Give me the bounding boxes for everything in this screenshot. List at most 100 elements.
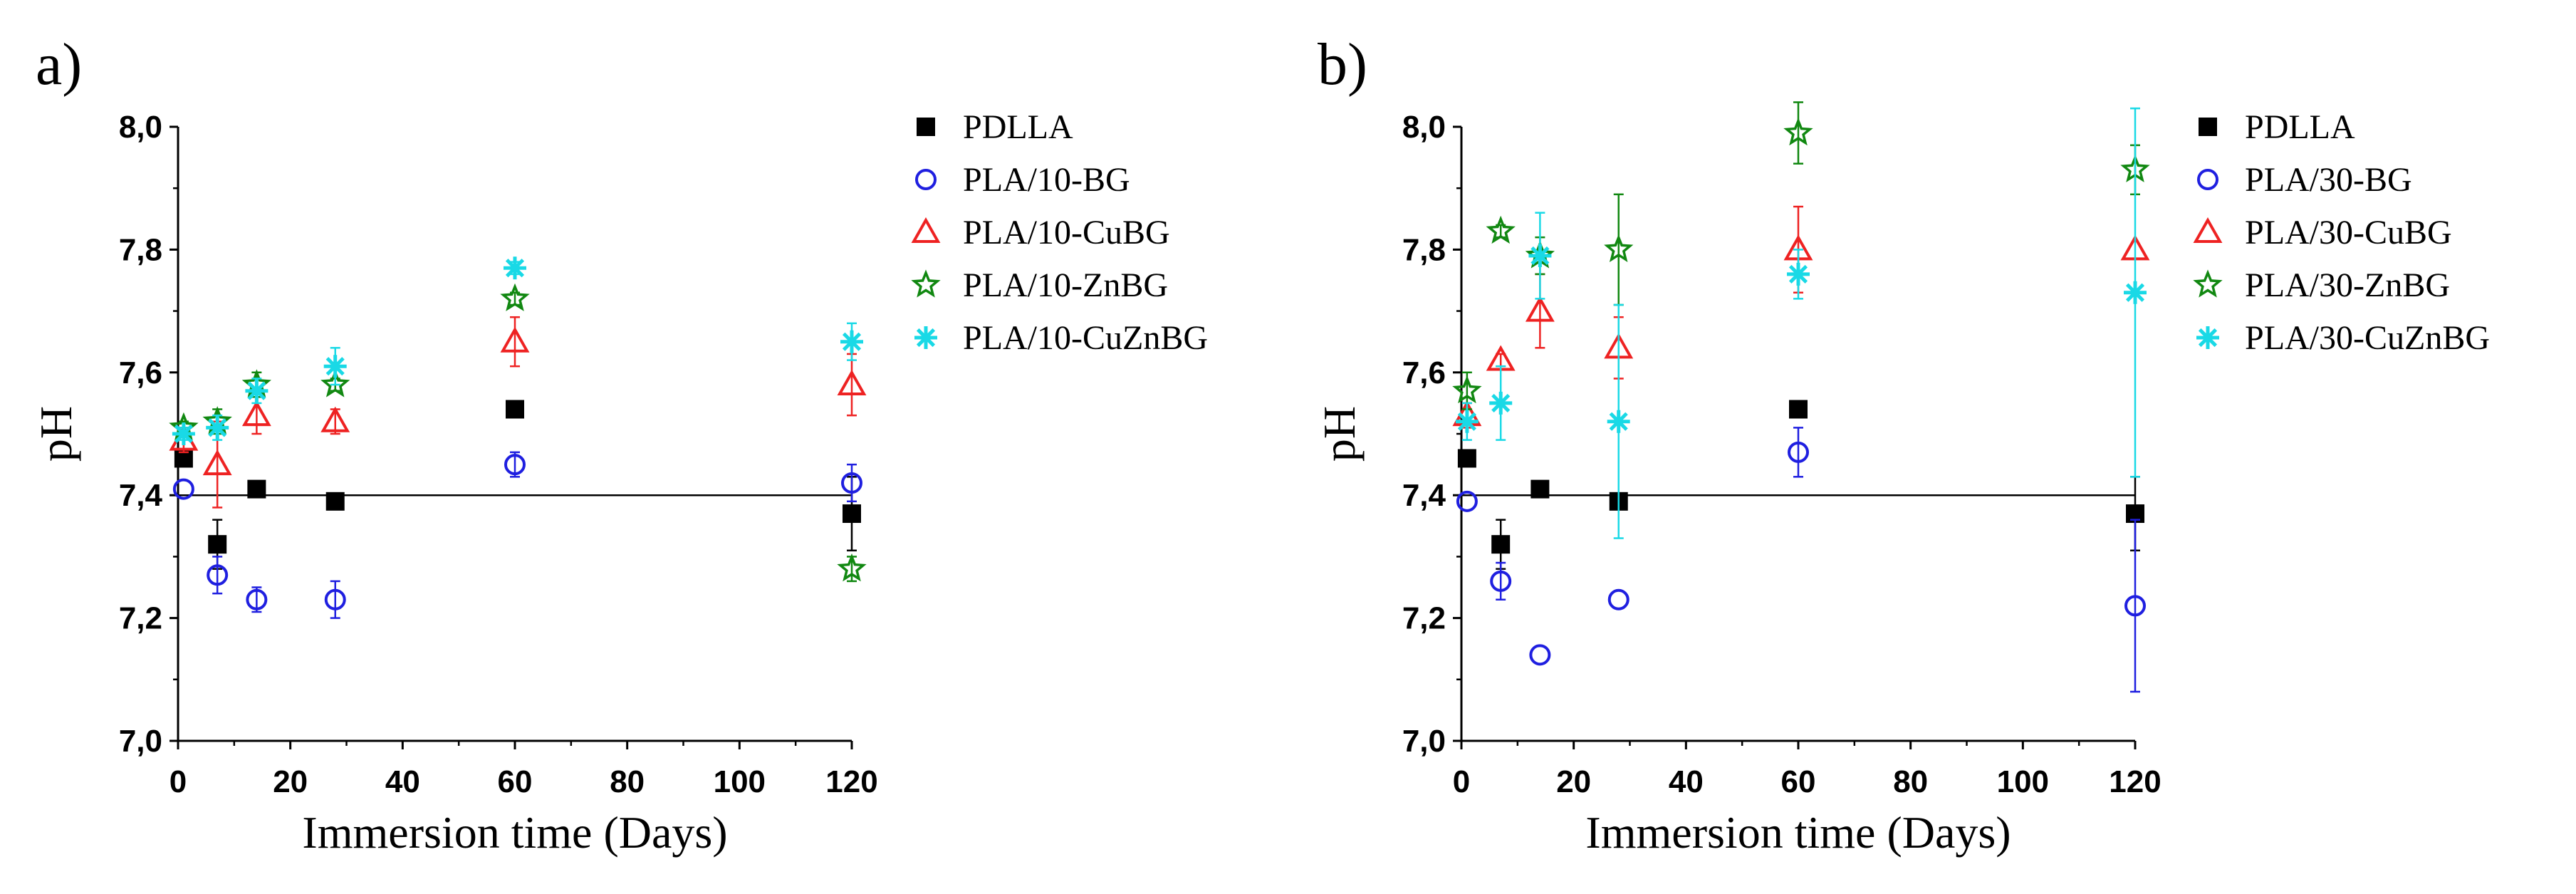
- series-pla-30-bg: [1456, 427, 2146, 693]
- x-tick-label: 40: [385, 764, 420, 799]
- series-pla-30-cuznbg: [1455, 107, 2147, 539]
- data-point: [1529, 644, 1551, 666]
- data-point: [1491, 535, 1511, 554]
- x-tick-label: 120: [2109, 764, 2161, 799]
- x-axis-title: Immersion time (Days): [302, 807, 727, 858]
- series-pdlla: [174, 400, 861, 570]
- legend-marker: [2197, 169, 2218, 190]
- legend: PDLLA PLA/30-BG PLA/30-CuBG PLA/30-ZnBG PLA/…: [2193, 108, 2490, 357]
- data-point: [2124, 595, 2146, 617]
- x-tick-label: 60: [498, 764, 533, 799]
- x-tick-label: 40: [1669, 764, 1704, 799]
- y-tick-label: 8,0: [1402, 110, 1446, 145]
- legend-label: PDLLA: [2245, 108, 2355, 146]
- legend-label: PLA/10-CuBG: [963, 214, 1170, 251]
- series-pla-30-znbg: [1452, 101, 2150, 410]
- data-point: [843, 504, 861, 524]
- data-point: [840, 330, 863, 353]
- y-axis-title: pH: [31, 406, 81, 462]
- legend-label: PLA/30-ZnBG: [2245, 266, 2450, 304]
- x-tick-label: 0: [1453, 764, 1470, 799]
- data-point: [1604, 234, 1634, 263]
- x-tick-label: 60: [1781, 764, 1816, 799]
- legend-label: PLA/10-BG: [963, 161, 1130, 199]
- data-point: [247, 479, 266, 499]
- data-point: [320, 369, 350, 397]
- series-pdlla: [1457, 400, 2144, 570]
- legend-marker: [2199, 118, 2217, 136]
- data-point: [1490, 570, 1512, 592]
- y-tick-label: 7,8: [119, 232, 162, 267]
- y-axis-title: pH: [1314, 406, 1365, 462]
- data-point: [1783, 117, 1813, 146]
- data-point: [504, 256, 526, 280]
- data-point: [837, 553, 867, 582]
- legend: PDLLA PLA/10-BG PLA/10-CuBG PLA/10-ZnBG PLA/…: [911, 108, 1208, 357]
- data-point: [1789, 400, 1808, 419]
- data-point: [1457, 449, 1476, 468]
- data-point: [172, 422, 195, 445]
- data-point: [504, 454, 526, 476]
- data-point: [2124, 281, 2147, 304]
- data-point: [208, 535, 227, 554]
- y-tick-label: 7,0: [1402, 724, 1446, 759]
- data-point: [1607, 410, 1630, 433]
- legend-label: PDLLA: [963, 108, 1073, 146]
- legend-label: PLA/30-BG: [2245, 161, 2412, 199]
- data-point: [1525, 296, 1555, 322]
- data-point: [323, 355, 347, 378]
- data-point: [1489, 391, 1513, 415]
- y-tick-label: 7,4: [1402, 478, 1446, 513]
- data-point: [1456, 490, 1478, 512]
- legend-label: PLA/30-CuBG: [2245, 214, 2452, 251]
- y-tick-label: 7,6: [119, 355, 162, 390]
- data-point: [1452, 375, 1482, 404]
- data-point: [500, 326, 530, 353]
- series-pla-10-znbg: [169, 283, 867, 583]
- legend-label: PLA/10-CuZnBG: [963, 319, 1208, 357]
- data-point: [207, 564, 229, 586]
- x-tick-label: 100: [1997, 764, 2049, 799]
- x-tick-label: 0: [170, 764, 187, 799]
- data-point: [206, 416, 229, 440]
- series-pla-10-cuznbg: [172, 256, 863, 445]
- data-point: [172, 478, 194, 500]
- legend-label: PLA/10-ZnBG: [963, 266, 1168, 304]
- y-tick-label: 7,8: [1402, 232, 1446, 267]
- data-point: [841, 472, 862, 494]
- data-point: [1531, 479, 1550, 499]
- data-point: [245, 379, 268, 402]
- series-pla-30-cubg: [1452, 205, 2150, 429]
- x-tick-label: 120: [825, 764, 877, 799]
- data-point: [1486, 215, 1516, 244]
- y-tick-label: 7,2: [119, 601, 162, 636]
- data-point: [202, 449, 232, 476]
- legend-marker: [2193, 217, 2223, 243]
- data-point: [241, 400, 271, 427]
- chart-panel-b: b) 7,0 7,2 7,4 7,6 7,8 8,0 0 20 40 60 80 100 120 Immer…: [1314, 31, 2490, 858]
- chart-panel-a: a) 7,0 7,2 7,4 7,6 7,8 8,0 0 20 40 60 80 100 120 Immer…: [31, 31, 1208, 858]
- data-point: [500, 283, 530, 311]
- data-point: [1528, 244, 1552, 267]
- legend-marker: [911, 217, 941, 243]
- data-point: [837, 369, 867, 396]
- legend-marker: [917, 118, 935, 136]
- panel-label: b): [1318, 31, 1367, 98]
- data-point: [1455, 410, 1479, 433]
- x-axis-title: Immersion time (Days): [1585, 807, 2011, 858]
- x-tick-label: 20: [273, 764, 308, 799]
- data-point: [1787, 262, 1810, 286]
- data-point: [320, 406, 350, 432]
- x-tick-label: 80: [1893, 764, 1928, 799]
- data-point: [506, 400, 524, 419]
- data-point: [246, 588, 268, 610]
- panel-label: a): [36, 31, 82, 98]
- series-pla-10-bg: [172, 451, 862, 619]
- y-tick-label: 7,6: [1402, 355, 1446, 390]
- x-tick-label: 100: [714, 764, 766, 799]
- x-tick-label: 20: [1556, 764, 1591, 799]
- y-tick-label: 8,0: [119, 110, 162, 145]
- data-point: [1788, 441, 1809, 463]
- y-tick-label: 7,0: [119, 724, 162, 759]
- legend-marker: [915, 169, 937, 190]
